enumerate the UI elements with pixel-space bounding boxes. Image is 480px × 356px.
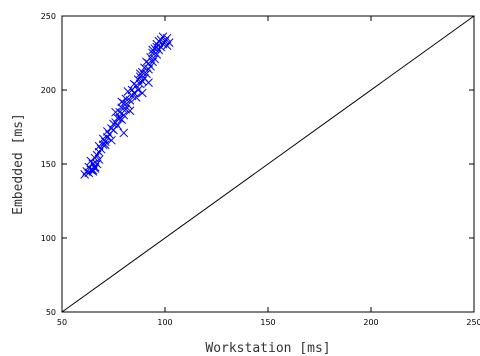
axis-ticks-layer: 50 100 150 200 250 50 100 150 200 250: [41, 12, 480, 327]
data-point: [115, 107, 125, 117]
data-point: [125, 106, 135, 116]
data-point: [119, 128, 129, 138]
data-point: [98, 134, 108, 144]
data-point: [111, 107, 120, 117]
x-tick-label: 200: [363, 318, 378, 327]
x-tick-label: 100: [157, 318, 172, 327]
data-point: [107, 135, 116, 145]
reference-line-layer: [61, 15, 475, 313]
data-point: [131, 93, 141, 102]
data-point: [94, 155, 104, 164]
data-point: [123, 100, 133, 110]
data-point: [142, 57, 151, 67]
reference-line: [61, 15, 475, 313]
y-tick-label: 250: [41, 12, 56, 21]
data-point: [150, 54, 160, 64]
data-point: [152, 42, 162, 52]
x-axis-label: Workstation [ms]: [205, 341, 330, 356]
x-tick-label: 150: [260, 318, 275, 327]
data-point: [162, 33, 172, 43]
x-tick-label: 250: [466, 318, 480, 327]
data-point: [135, 69, 145, 79]
data-point: [129, 79, 139, 89]
y-tick-label: 200: [41, 86, 56, 95]
y-axis-label: Embedded [ms]: [11, 113, 26, 215]
data-point: [142, 69, 151, 79]
data-point: [148, 45, 157, 55]
data-point: [125, 96, 135, 105]
data-point: [164, 38, 174, 47]
data-point: [113, 121, 122, 130]
y-tick-label: 150: [41, 160, 56, 169]
data-points-layer: [80, 32, 174, 179]
y-tick-label: 50: [46, 308, 56, 317]
data-point: [123, 87, 133, 96]
data-point: [90, 164, 100, 173]
x-tick-label: 50: [57, 318, 67, 327]
data-point: [137, 88, 147, 98]
data-point: [133, 85, 143, 95]
data-point: [144, 78, 153, 87]
data-point: [92, 159, 102, 169]
data-point: [119, 110, 129, 120]
data-point: [117, 97, 127, 107]
data-point: [100, 140, 110, 150]
y-tick-label: 100: [41, 234, 56, 243]
data-point: [113, 113, 122, 123]
